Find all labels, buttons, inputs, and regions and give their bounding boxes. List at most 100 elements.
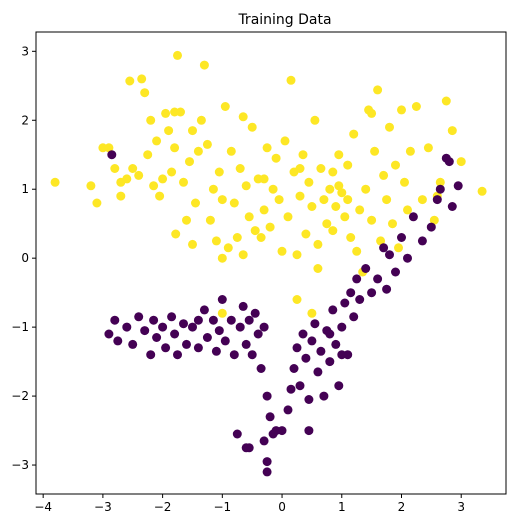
data-point-s1-0	[104, 329, 114, 339]
data-point-s0-67	[301, 229, 311, 239]
data-point-s1-1	[110, 315, 120, 325]
data-point-s0-38	[214, 167, 224, 177]
data-point-s0-72	[316, 164, 326, 173]
data-point-s1-17	[182, 339, 191, 349]
data-point-s0-106	[429, 215, 439, 225]
data-point-s1-35	[253, 329, 263, 339]
data-point-s0-32	[196, 115, 206, 125]
data-point-s1-77	[391, 267, 400, 277]
data-point-s0-83	[349, 129, 359, 139]
data-point-s1-4	[122, 322, 132, 332]
data-point-s0-120	[343, 195, 353, 205]
data-point-s1-3	[107, 150, 117, 160]
data-point-s0-80	[340, 212, 350, 222]
data-point-s1-90	[268, 429, 278, 439]
data-point-s0-56	[268, 184, 278, 194]
data-point-s1-9	[149, 315, 159, 325]
data-point-s0-47	[241, 181, 251, 191]
y-tick-label: 1	[21, 182, 29, 196]
y-tick-label: 2	[21, 113, 29, 127]
data-point-s0-39	[217, 195, 227, 205]
data-point-s0-46	[238, 250, 248, 260]
x-axis: −4 −3 −2 −1 0 1 2 3	[34, 494, 465, 514]
data-point-s1-36	[256, 364, 266, 373]
data-point-s1-76	[385, 250, 394, 260]
data-point-s0-102	[405, 146, 415, 156]
y-tick-label: −2	[11, 389, 29, 403]
data-point-s1-62	[328, 305, 338, 315]
data-point-s0-18	[158, 174, 168, 184]
data-point-s1-75	[379, 243, 389, 253]
data-point-s1-93	[337, 350, 347, 360]
data-point-s0-65	[295, 191, 305, 201]
data-point-s0-94	[382, 195, 392, 205]
data-point-s0-21	[167, 167, 177, 177]
data-point-s0-62	[286, 75, 296, 85]
data-point-s0-124	[170, 143, 180, 153]
data-point-s1-19	[193, 343, 203, 353]
data-point-s0-103	[411, 102, 421, 111]
data-point-s0-8	[125, 76, 135, 86]
data-point-s1-2	[113, 336, 123, 346]
data-point-s0-96	[388, 219, 397, 229]
y-tick-label: −3	[11, 458, 29, 472]
data-point-s0-69	[307, 202, 317, 211]
data-point-s0-112	[217, 253, 227, 263]
data-point-s0-43	[229, 198, 239, 208]
data-point-s0-54	[262, 143, 272, 153]
data-point-s1-39	[265, 412, 275, 422]
data-point-s1-20	[199, 305, 209, 315]
data-point-s1-78	[397, 233, 406, 242]
data-point-s0-74	[322, 219, 332, 229]
data-point-s0-92	[376, 236, 386, 246]
x-tick-label: 3	[457, 500, 465, 514]
data-point-s0-41	[223, 243, 233, 253]
data-point-s0-57	[271, 153, 281, 163]
data-point-s0-31	[193, 146, 203, 156]
data-point-s0-79	[337, 188, 347, 198]
data-point-s0-114	[313, 264, 323, 273]
data-point-s0-40	[220, 102, 230, 111]
data-point-s0-50	[250, 226, 260, 236]
data-point-s0-53	[259, 205, 269, 215]
data-point-s0-98	[394, 243, 403, 253]
data-point-s0-93	[379, 170, 389, 180]
data-point-s1-89	[382, 284, 392, 294]
data-point-s0-105	[423, 143, 433, 153]
data-point-s0-61	[283, 212, 293, 222]
data-point-s0-64	[292, 250, 302, 260]
data-point-s0-36	[208, 184, 218, 194]
chart-title: Training Data	[237, 12, 331, 28]
y-axis: −3 −2 −1 0 1 2 3	[11, 44, 36, 472]
data-point-s1-29	[235, 322, 245, 332]
data-points	[50, 50, 487, 477]
data-point-s0-117	[217, 308, 227, 318]
data-point-s1-24	[214, 326, 224, 336]
data-point-s1-7	[140, 326, 150, 336]
data-point-s1-79	[403, 253, 412, 263]
data-point-s0-30	[191, 198, 200, 208]
data-point-s1-69	[349, 312, 359, 322]
data-point-s0-27	[182, 215, 191, 225]
data-point-s1-68	[346, 288, 356, 298]
data-point-s1-87	[432, 195, 442, 205]
data-point-s0-34	[202, 139, 212, 149]
data-point-s0-5	[110, 164, 120, 173]
data-point-s1-49	[289, 364, 299, 373]
data-point-s0-23	[171, 229, 181, 239]
data-point-s0-126	[367, 108, 377, 118]
data-point-s0-9	[128, 164, 138, 173]
data-point-s0-121	[328, 226, 338, 236]
data-point-s1-85	[447, 202, 457, 211]
data-point-s1-91	[259, 436, 269, 446]
data-point-s0-13	[143, 150, 153, 160]
data-point-s1-40	[262, 457, 272, 467]
data-point-s0-104	[417, 195, 427, 205]
data-point-s1-37	[259, 322, 269, 332]
data-point-s0-116	[307, 308, 317, 318]
data-point-s1-59	[319, 391, 329, 401]
data-point-s0-24	[173, 50, 182, 60]
x-tick-label: 2	[398, 500, 406, 514]
data-point-s1-30	[238, 301, 248, 311]
